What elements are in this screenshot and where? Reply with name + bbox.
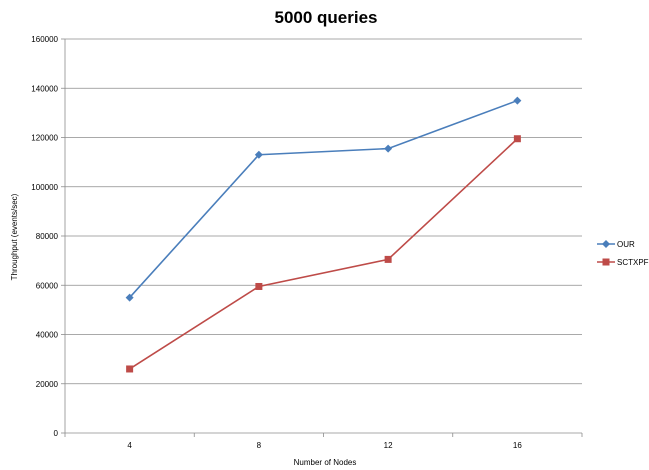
- y-tick-label: 40000: [36, 331, 59, 340]
- data-point: [254, 150, 263, 159]
- y-tick-label: 120000: [31, 134, 58, 143]
- data-point: [513, 135, 521, 143]
- x-tick-label: 4: [127, 441, 132, 450]
- data-point: [384, 255, 392, 263]
- series-our: [125, 96, 522, 302]
- series-line: [129, 99, 518, 299]
- y-axis-label: Throughput (events/sec): [10, 193, 19, 280]
- x-axis-label: Number of Nodes: [294, 458, 357, 467]
- data-point: [125, 293, 134, 302]
- data-point: [126, 365, 134, 373]
- y-tick-label: 0: [54, 429, 59, 438]
- y-tick-label: 60000: [36, 281, 59, 290]
- series-line: [129, 138, 518, 370]
- data-point: [513, 96, 522, 105]
- legend-item: SCTXPF: [597, 258, 649, 267]
- y-tick-label: 140000: [31, 84, 58, 93]
- legend-marker: [602, 240, 610, 248]
- y-tick-label: 100000: [31, 183, 58, 192]
- x-tick-label: 16: [513, 441, 522, 450]
- legend-marker: [602, 258, 610, 266]
- data-point: [255, 282, 263, 290]
- y-tick-label: 20000: [36, 380, 59, 389]
- legend: OUR SCTXPF: [597, 240, 649, 267]
- y-tick-label: 160000: [31, 35, 58, 44]
- legend-label: SCTXPF: [617, 258, 649, 267]
- data-point: [384, 144, 393, 153]
- y-tick-label: 80000: [36, 232, 59, 241]
- x-tick-label: 12: [384, 441, 393, 450]
- legend-item: OUR: [597, 240, 635, 249]
- axes: 0 20000 40000 60000 80000 100000 120000 140000 1…: [31, 35, 583, 450]
- chart-title: 5000 queries: [274, 8, 377, 27]
- series-sctxpf: [126, 135, 521, 373]
- series-layer: [125, 96, 522, 373]
- x-tick-label: 8: [257, 441, 262, 450]
- legend-label: OUR: [617, 240, 635, 249]
- gridlines: [65, 38, 582, 385]
